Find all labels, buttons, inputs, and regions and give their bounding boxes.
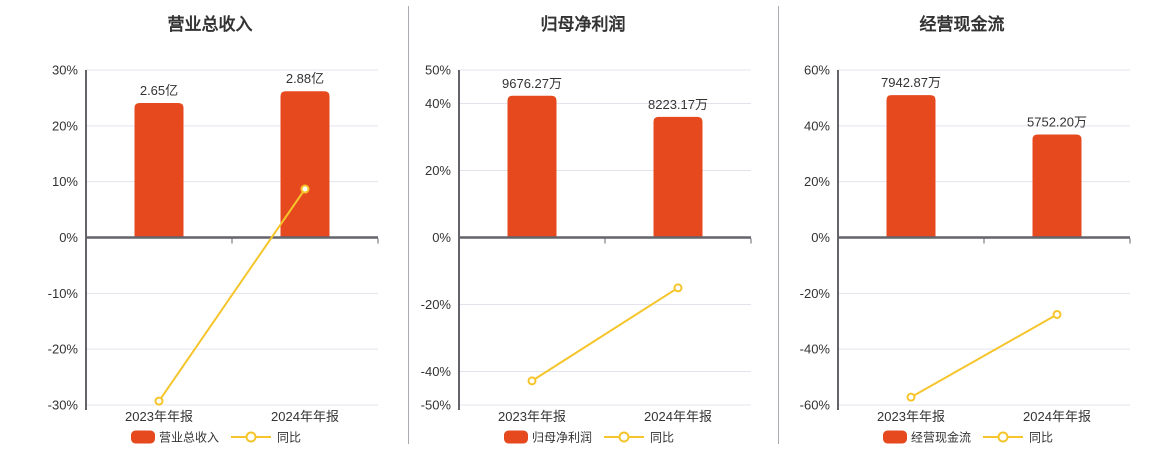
bar-value-label: 9676.27万	[502, 76, 562, 91]
bar-2024	[1032, 134, 1082, 238]
bar-value-label: 5752.20万	[1027, 114, 1087, 129]
y-tick-label: 0%	[432, 230, 451, 245]
yoy-line	[531, 286, 679, 382]
bar-2023	[507, 95, 557, 238]
bar-value-label: 2.65亿	[140, 83, 178, 98]
legend-line-marker-icon[interactable]	[245, 431, 257, 443]
bar-2023	[134, 102, 184, 238]
y-tick-label: -40%	[800, 342, 831, 357]
y-tick-label: 20%	[804, 174, 830, 189]
legend-line-marker-icon[interactable]	[618, 431, 630, 443]
panel-divider-1	[408, 6, 409, 444]
bar-value-label: 7942.87万	[881, 75, 941, 90]
y-tick-label: -60%	[800, 398, 831, 413]
bar-2024	[280, 91, 330, 238]
chart-panel-1: 营业总收入 30% 20% 10% 0% -10% -20% -30% 2.65亿 2.88亿 20…	[48, 14, 379, 445]
legend-bar-label[interactable]: 归母净利润	[532, 431, 592, 445]
y-tick-label: -20%	[800, 286, 831, 301]
y-tick-label: 0%	[59, 230, 78, 245]
x-axis-label: 2024年年报	[271, 409, 339, 424]
panel-title: 营业总收入	[168, 14, 253, 34]
y-tick-label: 10%	[52, 174, 78, 189]
y-tick-label: 0%	[811, 230, 830, 245]
bar-value-label: 2.88亿	[286, 71, 324, 86]
x-axis-label: 2023年年报	[125, 409, 193, 424]
y-tick-label: 60%	[804, 63, 830, 78]
x-axis-label: 2023年年报	[498, 409, 566, 424]
y-tick-label: -20%	[421, 297, 452, 312]
panel-divider-2	[778, 6, 779, 444]
yoy-marker-2023	[527, 376, 537, 386]
bar-2023	[886, 95, 936, 238]
x-axis-label: 2023年年报	[877, 409, 945, 424]
panel-title: 归母净利润	[541, 14, 626, 34]
legend-line-label[interactable]: 同比	[277, 431, 301, 445]
chart-panel-2: 归母净利润 50% 40% 20% 0% -20% -40% -50% 9676.27万 8223…	[421, 14, 752, 445]
yoy-marker-2023	[154, 396, 164, 406]
legend-bar-swatch[interactable]	[883, 430, 907, 444]
legend-line-marker-icon[interactable]	[997, 431, 1009, 443]
legend-bar-label[interactable]: 营业总收入	[159, 431, 219, 445]
yoy-marker-2024	[673, 283, 683, 293]
legend-line-label[interactable]: 同比	[1029, 431, 1053, 445]
panel-title: 经营现金流	[920, 14, 1005, 34]
y-tick-label: -30%	[48, 398, 79, 413]
y-tick-label: -10%	[48, 286, 79, 301]
yoy-marker-2024	[1052, 309, 1062, 319]
x-axis-label: 2024年年报	[644, 409, 712, 424]
chart-panel-3: 经营现金流 60% 40% 20% 0% -20% -40% -60% 7942.87万 5752…	[800, 14, 1131, 445]
y-tick-label: 40%	[425, 96, 451, 111]
y-tick-label: -20%	[48, 342, 79, 357]
yoy-line	[910, 313, 1058, 399]
y-tick-label: 20%	[425, 163, 451, 178]
bar-2024	[653, 116, 703, 238]
y-tick-label: 30%	[52, 63, 78, 78]
y-tick-label: -50%	[421, 398, 452, 413]
legend-line-label[interactable]: 同比	[650, 431, 674, 445]
yoy-marker-2023	[906, 392, 916, 402]
y-tick-label: -40%	[421, 364, 452, 379]
y-tick-label: 40%	[804, 118, 830, 133]
legend-bar-swatch[interactable]	[131, 430, 155, 444]
x-axis-label: 2024年年报	[1023, 409, 1091, 424]
yoy-line	[158, 188, 306, 402]
legend-bar-swatch[interactable]	[504, 430, 528, 444]
y-tick-label: 50%	[425, 63, 451, 78]
y-tick-label: 20%	[52, 118, 78, 133]
bar-value-label: 8223.17万	[648, 97, 708, 112]
yoy-marker-2024	[300, 184, 310, 194]
legend-bar-label[interactable]: 经营现金流	[911, 430, 971, 445]
